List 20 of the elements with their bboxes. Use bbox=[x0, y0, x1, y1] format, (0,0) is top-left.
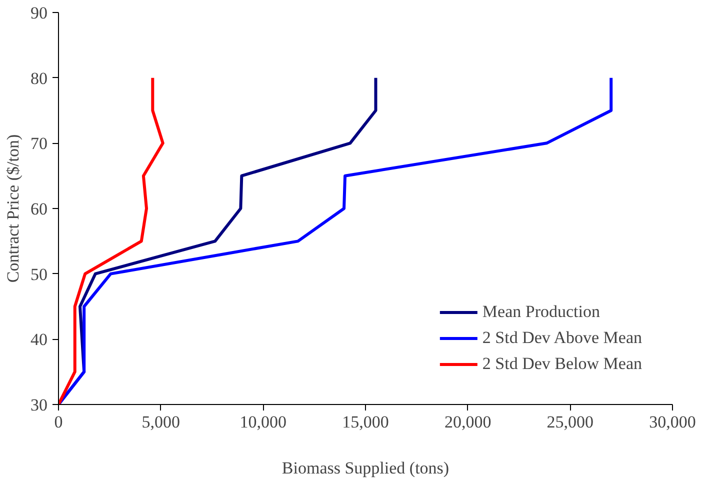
line-series bbox=[58, 76, 164, 404]
x-tick-label: 10,000 bbox=[240, 412, 287, 432]
x-tick-label: 25,000 bbox=[546, 412, 594, 432]
x-tick-label: 0 bbox=[54, 412, 63, 432]
x-axis-title: Biomass Supplied (tons) bbox=[282, 458, 450, 478]
x-tick-label: 15,000 bbox=[342, 412, 389, 432]
y-tick-label: 30 bbox=[30, 396, 48, 414]
x-tick-label: 5,000 bbox=[142, 412, 180, 432]
legend-label: 2 Std Dev Below Mean bbox=[482, 354, 642, 374]
y-tick-label: 70 bbox=[30, 134, 48, 154]
x-tick-label: 20,000 bbox=[444, 412, 492, 432]
y-tick-label: 40 bbox=[30, 330, 48, 350]
x-tick-label: 30,000 bbox=[649, 412, 696, 432]
legend-label: 2 Std Dev Above Mean bbox=[482, 328, 642, 348]
legend-label: Mean Production bbox=[482, 302, 600, 322]
y-axis-title: Contract Price ($/ton) bbox=[4, 134, 22, 283]
y-tick-label: 60 bbox=[30, 200, 48, 218]
y-tick-label: 50 bbox=[30, 264, 48, 284]
y-tick-label: 90 bbox=[30, 4, 48, 22]
y-tick-label: 80 bbox=[30, 68, 48, 88]
